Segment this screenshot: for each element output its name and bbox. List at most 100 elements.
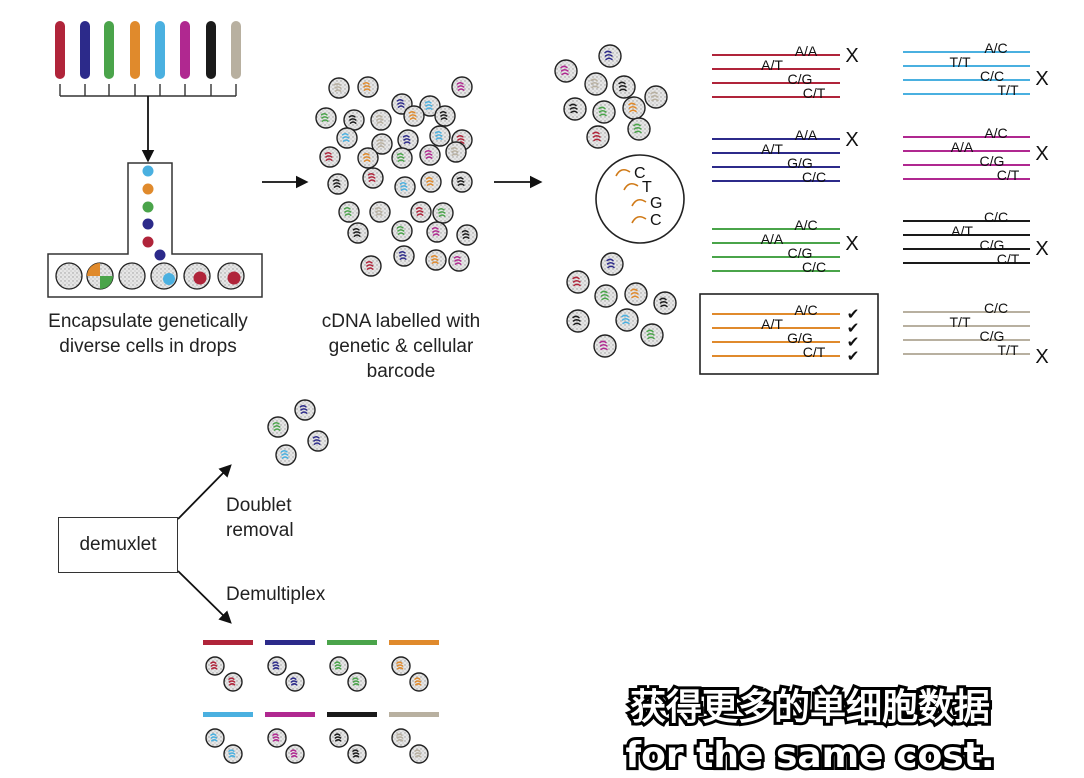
demux-cell [267,656,287,676]
allele-label: A/C [794,302,817,318]
device-drop-5 [183,262,211,290]
demux-cell [285,744,305,764]
allele-label: C/C [802,259,826,275]
cdna-cell-27 [369,201,391,223]
channel-droplets [142,165,166,261]
encapsulate-caption: Encapsulate genetically diverse cells in… [20,309,276,359]
device-drop-4 [150,262,178,290]
check-mark-icon: ✔ [847,319,860,337]
demux-cell [409,744,429,764]
device-drop-2 [86,262,114,290]
demux-cell [205,656,225,676]
cell-cluster-bottom [566,252,677,358]
cluster-top-cell-8 [622,96,646,120]
cdna-cell-cluster [315,76,478,277]
x-mark-icon: X [1035,238,1048,260]
allele-label: C/C [802,169,826,185]
zoom-base-4: C [650,212,662,229]
genotype-group-7: A/CA/TG/GC/T✔✔✔✔ [712,302,859,365]
demuxlet-label: demuxlet [79,534,157,555]
allele-label: A/T [761,57,783,73]
tube-5 [155,21,165,79]
device-drop-1 [55,262,83,290]
cluster-bottom-cell-3 [594,284,618,308]
tube-1 [55,21,65,79]
x-mark-icon: X [1035,68,1048,90]
allele-label: A/C [984,40,1007,56]
demux-cell [267,728,287,748]
allele-label: C/G [788,71,813,87]
cluster-top-cell-10 [627,117,651,141]
allele-label: T/T [998,82,1019,98]
allele-label: G/G [787,155,813,171]
zoom-base-3: G [650,195,662,212]
cdna-cell-16 [319,146,341,168]
cdna-cell-28 [410,201,432,223]
genotype-group-1: A/A A/T C/GC/T X [712,43,859,101]
cluster-top-cell-3 [584,72,608,96]
doublet-cell-1 [294,399,316,421]
cdna-line-1: cDNA labelled with [321,311,481,332]
cluster-top-cell-7 [592,100,616,124]
cdna-caption: cDNA labelled with genetic & cellular ba… [296,309,506,384]
demux-group-6 [265,712,315,764]
doublet-cell-4 [275,444,297,466]
demux-group-5 [203,712,253,764]
cdna-cell-25 [451,171,473,193]
cdna-cell-13 [397,129,419,151]
genotype-group-3: A/A A/TG/GC/C X [712,127,859,185]
channel-drop-5 [142,236,154,248]
device-drop-3 [118,262,146,290]
subtitle-chinese: 获得更多的单细胞数据 [627,684,993,731]
genotype-group-8: C/CT/TC/GT/T X [903,300,1049,368]
cluster-bottom-cell-8 [640,323,664,347]
doublet-caption: Doublet removal [226,493,326,543]
allele-label: C/T [997,251,1020,267]
tube-3 [104,21,114,79]
cdna-cell-14 [429,125,451,147]
cluster-top-cell-5 [644,85,668,109]
cdna-cell-9 [403,105,425,127]
subtitle-english: for the same cost. [622,732,997,778]
tube-6 [180,21,190,79]
allele-label: T/T [950,54,971,70]
allele-label: C/G [980,153,1005,169]
cdna-cell-33 [456,224,478,246]
channel-drop-3 [142,201,154,213]
doublet-cells [267,399,329,466]
check-mark-icon: ✔ [847,305,860,323]
demux-cell [347,672,367,692]
demux-group-1 [203,640,253,692]
tube-8 [231,21,241,79]
x-mark-icon: X [845,129,858,151]
microfluidic-device [47,162,263,298]
cdna-cell-19 [419,144,441,166]
x-mark-icon: X [845,45,858,67]
allele-label: A/T [951,223,973,239]
cdna-cell-21 [327,173,349,195]
demux-group-7 [327,712,377,764]
channel-drop-6 [154,249,166,261]
demux-cell [329,656,349,676]
cluster-top-cell-2 [554,59,578,83]
genotype-group-6: C/C A/T C/GC/T X [903,209,1049,267]
allele-label: G/G [787,330,813,346]
allele-label: C/T [803,85,826,101]
cluster-bottom-cell-1 [600,252,624,276]
cdna-cell-29 [432,202,454,224]
cdna-cell-11 [336,127,358,149]
allele-label: T/T [950,314,971,330]
cdna-cell-12 [371,133,393,155]
allele-label: C/T [997,167,1020,183]
demux-group-2 [265,640,315,692]
doublet-cell-2 [267,416,289,438]
demultiplex-caption: Demultiplex [226,582,366,607]
allele-label: A/A [795,127,818,143]
allele-label: C/G [788,245,813,261]
cdna-cell-1 [328,77,350,99]
allele-label: A/T [761,141,783,157]
cdna-cell-34 [360,255,382,277]
cdna-cell-32 [426,221,448,243]
allele-label: T/T [998,342,1019,358]
